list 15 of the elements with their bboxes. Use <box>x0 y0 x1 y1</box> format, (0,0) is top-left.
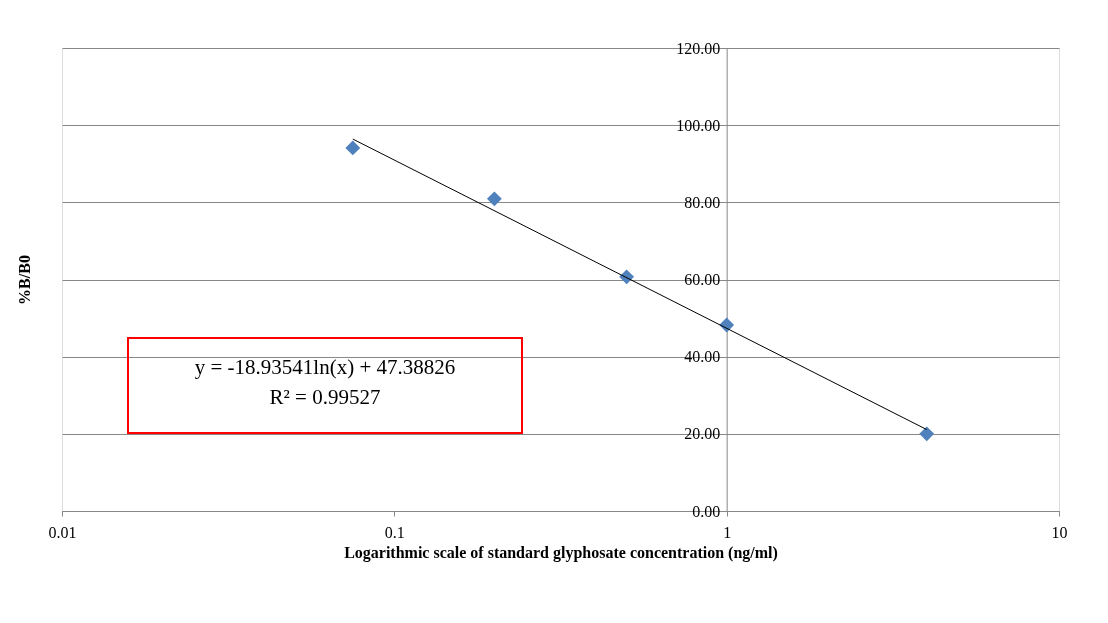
annotation: y = -18.93541ln(x) + 47.38826 <box>194 355 456 379</box>
x-tick-label: 0.01 <box>48 523 77 541</box>
y-tick-label: 40.00 <box>684 348 721 366</box>
y-tick-label: 100.00 <box>676 116 721 134</box>
y-tick-label: 20.00 <box>684 425 721 443</box>
y-tick-label: 0.00 <box>692 502 721 520</box>
x-tick-label: 1 <box>723 523 732 541</box>
y-axis-title: %B/B0 <box>15 255 33 305</box>
annotation: R² = 0.99527 <box>269 385 381 409</box>
y-tick-label: 120.00 <box>676 39 721 57</box>
x-tick-label: 0.1 <box>384 523 405 541</box>
y-tick-label: 80.00 <box>684 193 721 211</box>
x-axis-title: Logarithmic scale of standard glyphosate concentration (ng/ml) <box>344 543 778 562</box>
y-tick-label: 60.00 <box>684 271 721 288</box>
x-tick-label: 10 <box>1051 523 1068 541</box>
